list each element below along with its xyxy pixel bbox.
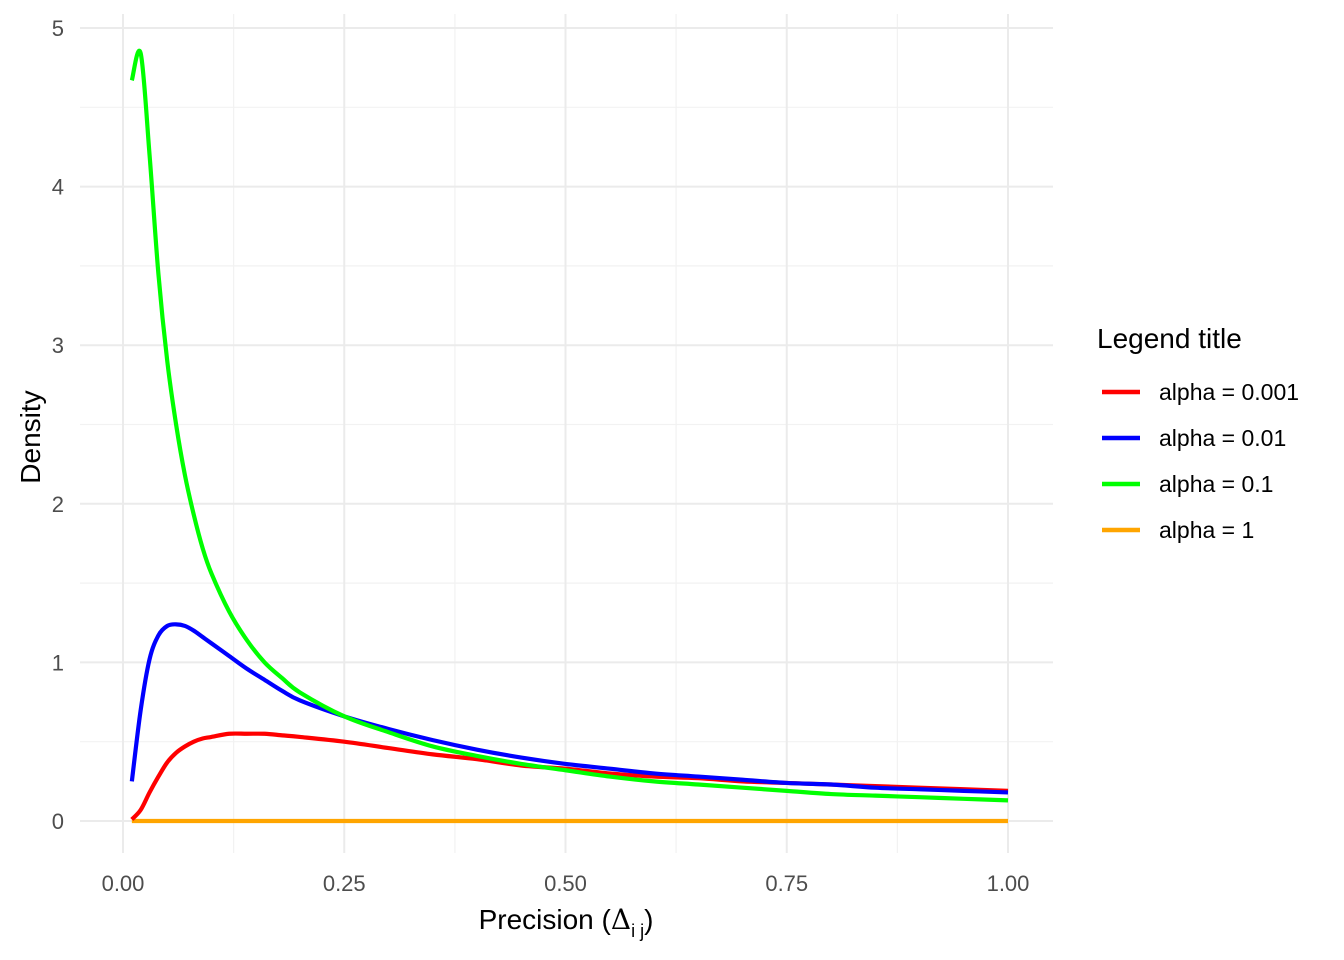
legend-label-alpha-0-1: alpha = 0.1 bbox=[1159, 471, 1273, 497]
x-axis-title-close: ) bbox=[644, 904, 653, 935]
x-axis-title-symbol: Δ bbox=[611, 903, 631, 936]
legend-label-alpha-1: alpha = 1 bbox=[1159, 517, 1254, 543]
legend-label-alpha-0-01: alpha = 0.01 bbox=[1159, 425, 1286, 451]
legend-items: alpha = 0.001 alpha = 0.01 alpha = 0.1 alph… bbox=[1102, 379, 1299, 543]
grid-major bbox=[80, 14, 1053, 853]
x-axis-title: Precision (Δi j) bbox=[479, 903, 654, 941]
y-tick-label: 4 bbox=[52, 175, 64, 200]
x-tick-label: 0.75 bbox=[765, 871, 808, 896]
y-tick-label: 5 bbox=[52, 16, 64, 41]
x-tick-label: 0.25 bbox=[323, 871, 366, 896]
series-line-alpha-0-001 bbox=[130, 731, 1009, 821]
y-tick-label: 0 bbox=[52, 809, 64, 834]
x-tick-labels: 0.00 0.25 0.50 0.75 1.00 bbox=[102, 871, 1030, 896]
series-line-alpha-0-1 bbox=[129, 48, 1009, 803]
x-tick-label: 1.00 bbox=[987, 871, 1030, 896]
x-axis-title-subscript: i j bbox=[631, 921, 644, 941]
x-tick-label: 0.50 bbox=[544, 871, 587, 896]
y-tick-label: 3 bbox=[52, 333, 64, 358]
x-tick-label: 0.00 bbox=[102, 871, 145, 896]
y-tick-labels: 0 1 2 3 4 5 bbox=[52, 16, 64, 834]
legend-title: Legend title bbox=[1097, 323, 1242, 354]
legend-label-alpha-0-001: alpha = 0.001 bbox=[1159, 379, 1299, 405]
y-tick-label: 2 bbox=[52, 492, 64, 517]
y-tick-label: 1 bbox=[52, 650, 64, 675]
series-layer bbox=[129, 48, 1009, 824]
y-axis-title: Density bbox=[15, 390, 46, 483]
